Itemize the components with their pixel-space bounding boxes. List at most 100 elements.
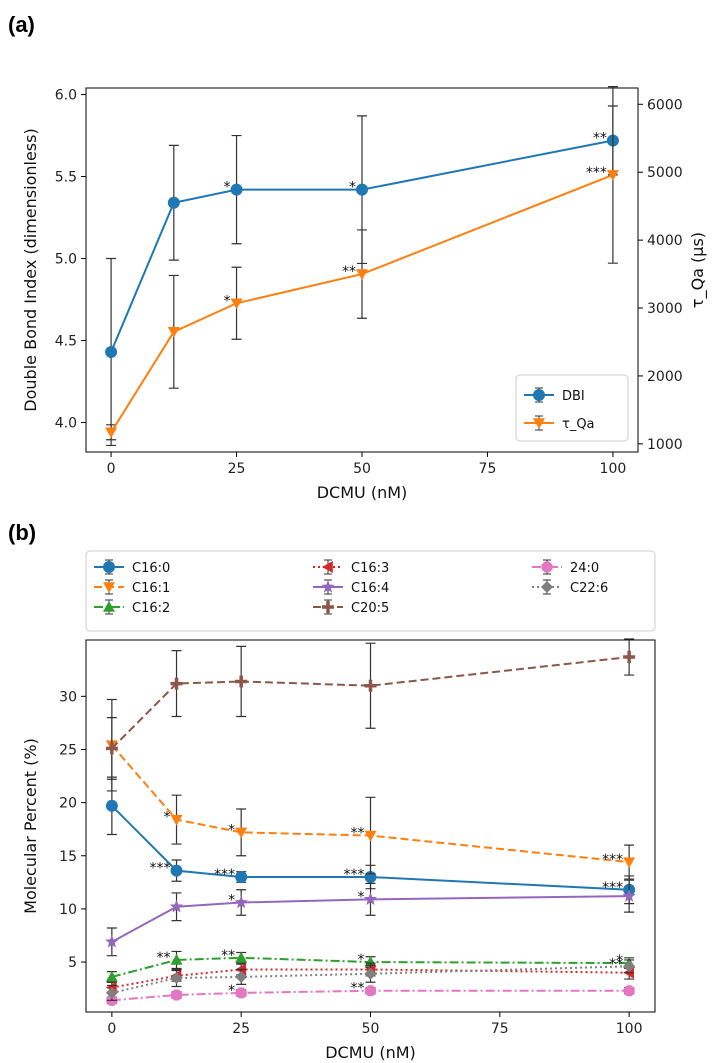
legend-marker — [103, 601, 115, 612]
significance-label: *** — [150, 861, 171, 877]
legend-marker — [103, 561, 115, 573]
significance-label: * — [228, 893, 235, 909]
legend-item-1: C16:1 — [94, 579, 170, 596]
significance-label: * — [228, 822, 235, 838]
x-tick-label: 100 — [600, 461, 627, 477]
legend-marker — [103, 582, 115, 593]
y2-tick-label: 1000 — [647, 437, 683, 453]
legend-box — [85, 550, 656, 632]
x-tick-label: 0 — [107, 1021, 116, 1037]
significance-label: ** — [351, 826, 365, 842]
data-point — [170, 953, 183, 965]
y2-tick-label: 2000 — [647, 369, 683, 385]
series-line — [111, 989, 630, 1002]
data-point — [364, 956, 377, 967]
series-1: ****** — [105, 86, 619, 441]
series-4: * * — [105, 879, 636, 957]
y2-tick-label: 5000 — [647, 165, 683, 181]
x-tick-label: 75 — [479, 461, 497, 477]
legend-label: 24:0 — [570, 561, 599, 576]
panel-label-a: (a) — [8, 12, 35, 37]
data-point — [105, 742, 118, 755]
x-tick-label: 25 — [232, 1021, 250, 1037]
data-point — [235, 951, 248, 963]
significance-label: ** — [351, 981, 365, 997]
significance-label: * — [224, 180, 231, 196]
data-point — [230, 183, 243, 196]
y-axis-title: Molecular Percent (%) — [21, 738, 40, 914]
data-point — [235, 675, 248, 688]
chart-panel-b: 0 25 50 75 100 5 10 15 20 25 30 DCMU (nM) Molecular … — [21, 550, 656, 1062]
significance-label: ** — [221, 948, 235, 964]
data-point — [167, 326, 180, 338]
x-axis-title: DCMU (nM) — [325, 1043, 416, 1062]
significance-label: *** — [602, 852, 623, 868]
series-5 — [105, 638, 636, 780]
significance-label: *** — [586, 165, 607, 181]
data-point — [235, 970, 248, 983]
significance-label: * — [164, 810, 171, 826]
y-tick-label: 4.0 — [55, 415, 77, 431]
series-7: ** — [105, 956, 636, 1001]
legend-label: C16:2 — [132, 601, 170, 616]
y-tick-label: 25 — [59, 742, 77, 758]
significance-label: ** — [342, 264, 356, 280]
data-point — [235, 827, 248, 839]
data-point — [105, 970, 118, 982]
data-point — [105, 345, 118, 358]
legend-label: C16:0 — [132, 561, 170, 576]
legend-marker — [541, 561, 553, 573]
significance-label: *** — [344, 867, 365, 883]
data-point — [170, 677, 183, 690]
legend-label: C16:1 — [132, 581, 170, 596]
y-tick-label: 5 — [68, 955, 77, 971]
data-point — [170, 989, 183, 1001]
y-tick-label: 30 — [59, 689, 77, 705]
legend-box — [515, 374, 629, 442]
data-point — [170, 864, 183, 877]
significance-label: ** — [157, 950, 171, 966]
legend-item-1: τ_Qa — [524, 415, 595, 432]
legend-label: τ_Qa — [562, 417, 595, 432]
legend-item-2: C16:2 — [94, 599, 170, 616]
data-point — [363, 892, 378, 906]
legend-label: C16:4 — [351, 581, 389, 596]
significance-label: * — [358, 952, 365, 968]
y-tick-label: 20 — [59, 796, 77, 812]
y-tick-label: 5.0 — [55, 252, 77, 268]
significance-label: *** — [602, 880, 623, 896]
data-point — [235, 987, 247, 999]
series-6: * ** — [106, 981, 635, 1006]
data-point — [364, 985, 377, 997]
legend-item-3: C16:3 — [313, 559, 389, 576]
x-tick-label: 50 — [362, 1021, 380, 1037]
significance-label: ** — [593, 130, 607, 146]
y-tick-label: 6.0 — [55, 88, 77, 104]
data-point — [364, 967, 377, 980]
legend-item-0: C16:0 — [94, 559, 170, 576]
y-tick-label: 4.5 — [55, 334, 77, 350]
legend-marker — [533, 389, 545, 401]
significance-label: * — [616, 953, 623, 969]
data-point — [623, 857, 636, 869]
y2-tick-label: 3000 — [647, 301, 683, 317]
data-point — [105, 934, 119, 948]
y-axis-title: Double Bond Index (dimensionless) — [21, 128, 40, 411]
significance-label: * — [224, 293, 231, 309]
series-2: ** ** * * — [105, 948, 636, 983]
legend-marker — [322, 601, 334, 613]
legend-marker — [321, 580, 335, 593]
legend-item-4: C16:4 — [313, 579, 389, 596]
data-point — [622, 889, 636, 902]
data-point — [356, 269, 368, 281]
y2-axis-title: τ_Qa (μs) — [688, 232, 708, 308]
data-point — [170, 971, 183, 984]
legend-item-6: 24:0 — [532, 559, 599, 576]
legend-label: DBI — [562, 389, 585, 404]
legend-item-5: C20:5 — [313, 599, 389, 616]
series-1: ** ***** — [105, 698, 636, 880]
y2-tick-label: 4000 — [647, 233, 683, 249]
data-point — [167, 196, 180, 209]
data-point — [230, 298, 243, 310]
